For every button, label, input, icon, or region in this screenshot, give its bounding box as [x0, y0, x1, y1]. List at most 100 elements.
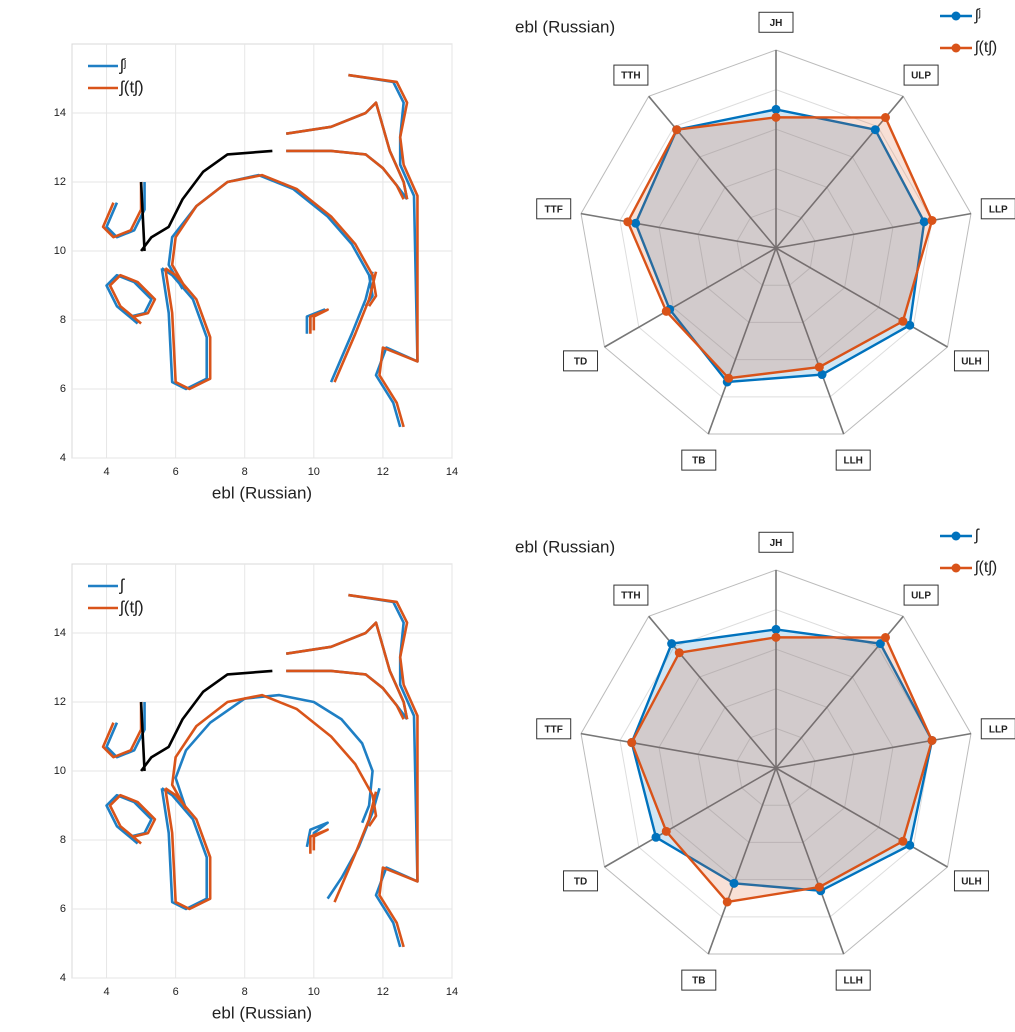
grid-ring — [619, 609, 933, 918]
category-box — [758, 531, 794, 553]
category-label: LLP — [989, 204, 1008, 215]
x-tick-label: 10 — [308, 466, 320, 478]
spoke — [648, 95, 777, 249]
category-box — [835, 969, 871, 991]
spoke — [775, 247, 948, 348]
legend-label: ʃ — [974, 527, 980, 544]
category-box — [536, 718, 572, 740]
y-tick-label: 10 — [54, 245, 66, 257]
x-tick-label: 14 — [446, 466, 458, 478]
grid-ring — [736, 727, 816, 806]
legend-label: ʃ(tʃ) — [119, 597, 144, 616]
x-tick-label: 6 — [173, 986, 179, 998]
y-tick-label: 8 — [60, 834, 66, 846]
x-tick-label: 14 — [446, 986, 458, 998]
category-box — [980, 718, 1015, 740]
category-label: LLP — [989, 724, 1008, 735]
category-box — [758, 11, 794, 33]
category-label: LLH — [843, 976, 862, 987]
spoke — [775, 767, 948, 868]
spoke — [604, 247, 777, 348]
legend-label: ʃ — [119, 575, 125, 594]
data-point — [814, 882, 824, 892]
grid-ring — [658, 648, 894, 881]
category-box — [835, 449, 871, 471]
data-point — [880, 633, 890, 643]
y-tick-label: 6 — [60, 383, 66, 395]
y-tick-label: 4 — [60, 972, 66, 984]
spoke — [775, 767, 845, 955]
grid-ring — [619, 89, 933, 398]
spoke — [707, 247, 777, 435]
spoke — [604, 767, 777, 868]
data-point — [631, 218, 641, 228]
category-box — [980, 198, 1015, 220]
category-label: TB — [692, 976, 705, 987]
data-point — [905, 320, 915, 330]
data-point — [898, 316, 908, 326]
y-tick-label: 8 — [60, 314, 66, 326]
data-point — [817, 370, 827, 380]
category-label: TTF — [545, 204, 563, 215]
data-point — [919, 217, 929, 227]
x-axis-label: ebl (Russian) — [212, 483, 312, 502]
category-label: JH — [770, 18, 783, 29]
spoke — [775, 212, 972, 249]
series-area — [630, 636, 934, 904]
spoke — [775, 732, 972, 769]
data-point — [724, 373, 734, 383]
category-box — [536, 198, 572, 220]
legend-label: ʃ(tʃ) — [974, 39, 997, 56]
category-box — [681, 449, 717, 471]
x-tick-label: 12 — [377, 986, 389, 998]
data-point — [674, 648, 684, 658]
data-point — [667, 639, 677, 649]
legend-label: ʃ(tʃ) — [974, 559, 997, 576]
y-tick-label: 14 — [54, 107, 66, 119]
grid-ring — [580, 569, 972, 955]
x-tick-label: 6 — [173, 466, 179, 478]
y-tick-label: 4 — [60, 452, 66, 464]
data-point — [651, 832, 661, 842]
category-label: TD — [574, 357, 587, 368]
category-label: TTH — [621, 591, 640, 602]
y-tick-label: 12 — [54, 176, 66, 188]
category-label: ULH — [961, 877, 982, 888]
data-point — [771, 632, 781, 642]
contour-line — [139, 149, 273, 252]
series-area — [634, 108, 926, 384]
grid-ring — [736, 207, 816, 286]
data-point — [722, 897, 732, 907]
data-point — [870, 125, 880, 135]
data-point — [627, 738, 637, 748]
category-box — [903, 64, 939, 86]
category-box — [903, 584, 939, 606]
category-label: LLH — [843, 456, 862, 467]
data-point — [771, 104, 781, 114]
x-tick-label: 12 — [377, 466, 389, 478]
contour-line — [101, 73, 419, 428]
data-point — [771, 112, 781, 122]
spoke — [580, 732, 777, 769]
grid-ring — [697, 168, 855, 323]
legend-marker — [951, 531, 961, 541]
spoke — [775, 247, 845, 435]
category-box — [563, 870, 599, 892]
category-box — [613, 64, 649, 86]
data-point — [927, 215, 937, 225]
category-label: ULP — [911, 591, 931, 602]
data-point — [875, 639, 885, 649]
spoke — [580, 212, 777, 249]
category-label: TB — [692, 456, 705, 467]
category-box — [953, 870, 989, 892]
data-point — [661, 306, 671, 316]
category-box — [613, 584, 649, 606]
x-axis-label: ebl (Russian) — [212, 1003, 312, 1022]
data-point — [623, 217, 633, 227]
series-area — [630, 628, 934, 893]
data-point — [814, 362, 824, 372]
x-tick-label: 4 — [103, 466, 109, 478]
grid-ring — [658, 128, 894, 361]
y-tick-label: 14 — [54, 627, 66, 639]
legend-marker — [951, 11, 961, 21]
